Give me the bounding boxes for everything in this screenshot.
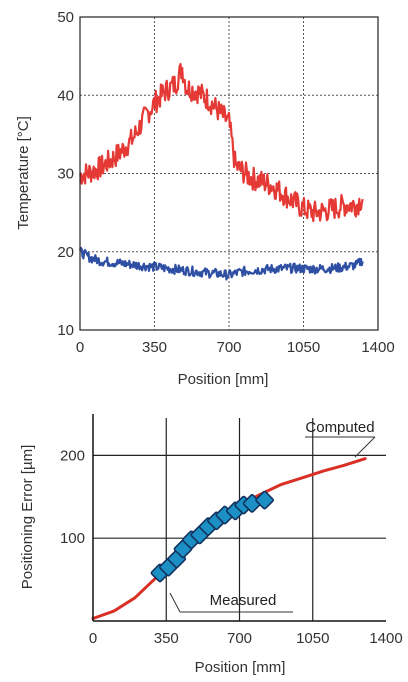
- measured-annotation-label: Measured: [210, 592, 277, 609]
- temperature-y-tick-label: 20: [57, 244, 74, 261]
- temperature-tick-labels: 0 350 700 1050 1400 10 20 30 40 50: [57, 9, 394, 356]
- temperature-x-tick-label: 350: [142, 339, 167, 356]
- temperature-series-blue-line: [78, 246, 364, 281]
- temperature-y-tick-label: 30: [57, 166, 74, 183]
- error-y-tick-label: 200: [60, 447, 85, 464]
- positioning-error-tick-labels: 0 350 700 1050 1400 100 200: [60, 447, 403, 647]
- temperature-x-axis-label: Position [mm]: [178, 371, 269, 388]
- temperature-series: [78, 62, 364, 281]
- temperature-x-tick-label: 700: [216, 339, 241, 356]
- positioning-error-grid: [93, 418, 386, 621]
- measured-annotation-leader: [169, 592, 181, 613]
- measured-point: [255, 490, 274, 510]
- temperature-y-tick-label: 50: [57, 9, 74, 26]
- error-y-axis-label: Positioning Error [µm]: [19, 445, 36, 590]
- temperature-series-red-line: [79, 62, 364, 223]
- error-x-tick-label: 1400: [369, 630, 402, 647]
- temperature-plot-frame: [79, 16, 379, 331]
- error-x-tick-label: 0: [89, 630, 97, 647]
- error-x-axis-label: Position [mm]: [195, 659, 286, 676]
- temperature-y-tick-label: 10: [57, 322, 74, 339]
- temperature-x-tick-label: 1050: [287, 339, 320, 356]
- error-x-tick-label: 700: [227, 630, 252, 647]
- temperature-y-axis-label: Temperature [°C]: [15, 116, 32, 230]
- computed-annotation-label: Computed: [305, 419, 374, 436]
- computed-annotation-leader: [354, 436, 376, 458]
- error-x-tick-label: 1050: [296, 630, 329, 647]
- temperature-y-tick-label: 40: [57, 87, 74, 104]
- temperature-x-tick-label: 1400: [361, 339, 394, 356]
- temperature-grid: [80, 17, 378, 330]
- positioning-error-series: [91, 457, 367, 620]
- error-x-tick-label: 350: [154, 630, 179, 647]
- error-y-tick-label: 100: [60, 530, 85, 547]
- temperature-x-tick-label: 0: [76, 339, 84, 356]
- positioning-error-chart: 0 350 700 1050 1400 100 200 Position [mm] Posi…: [19, 414, 403, 676]
